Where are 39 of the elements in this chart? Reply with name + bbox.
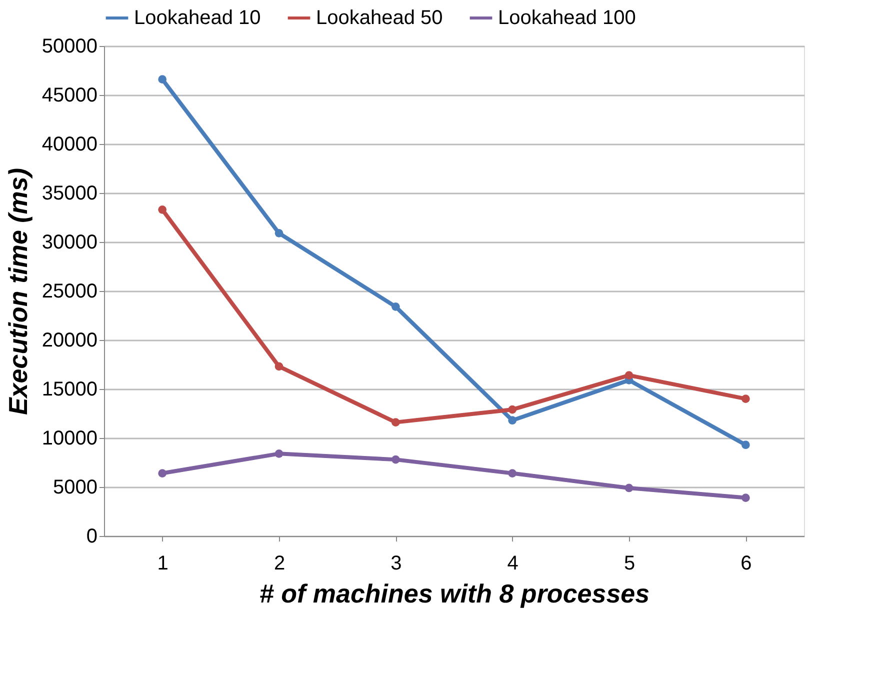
- point: [274, 362, 284, 371]
- point: [741, 494, 750, 502]
- point: [391, 455, 400, 464]
- point: [508, 469, 517, 478]
- y-tick-label: 40000: [42, 134, 98, 156]
- x-axis-title: # of machines with 8 processes: [259, 578, 650, 608]
- point: [274, 450, 284, 458]
- y-tick-label: 45000: [42, 84, 98, 106]
- point: [158, 75, 167, 84]
- point: [391, 302, 400, 311]
- point: [274, 229, 284, 238]
- y-tick-label: 30000: [42, 232, 98, 254]
- legend-label: Lookahead 10: [134, 7, 261, 29]
- x-tick-label: 2: [274, 552, 286, 574]
- y-tick-label: 0: [86, 526, 98, 548]
- point: [391, 418, 400, 426]
- x-tick-label: 5: [624, 552, 636, 574]
- point: [741, 440, 750, 450]
- y-tick-label: 35000: [42, 182, 98, 204]
- point: [508, 405, 517, 414]
- x-tick-label: 6: [740, 552, 752, 574]
- point: [624, 371, 634, 380]
- point: [158, 205, 167, 214]
- point: [741, 394, 750, 403]
- legend-label: Lookahead 50: [316, 7, 443, 29]
- y-tick-label: 50000: [42, 36, 98, 58]
- y-tick-label: 5000: [53, 476, 98, 498]
- x-tick-label: 3: [390, 552, 402, 574]
- y-tick-label: 20000: [42, 330, 98, 352]
- point: [624, 484, 634, 492]
- x-tick-label: 4: [507, 552, 518, 574]
- legend-label: Lookahead 100: [498, 7, 636, 29]
- point: [508, 416, 517, 425]
- y-tick-label: 15000: [42, 378, 98, 400]
- y-axis-title: Execution time (ms): [2, 168, 33, 416]
- y-tick-label: 25000: [42, 280, 98, 302]
- point: [158, 469, 167, 478]
- x-tick-label: 1: [157, 552, 168, 574]
- y-tick-label: 10000: [42, 428, 98, 450]
